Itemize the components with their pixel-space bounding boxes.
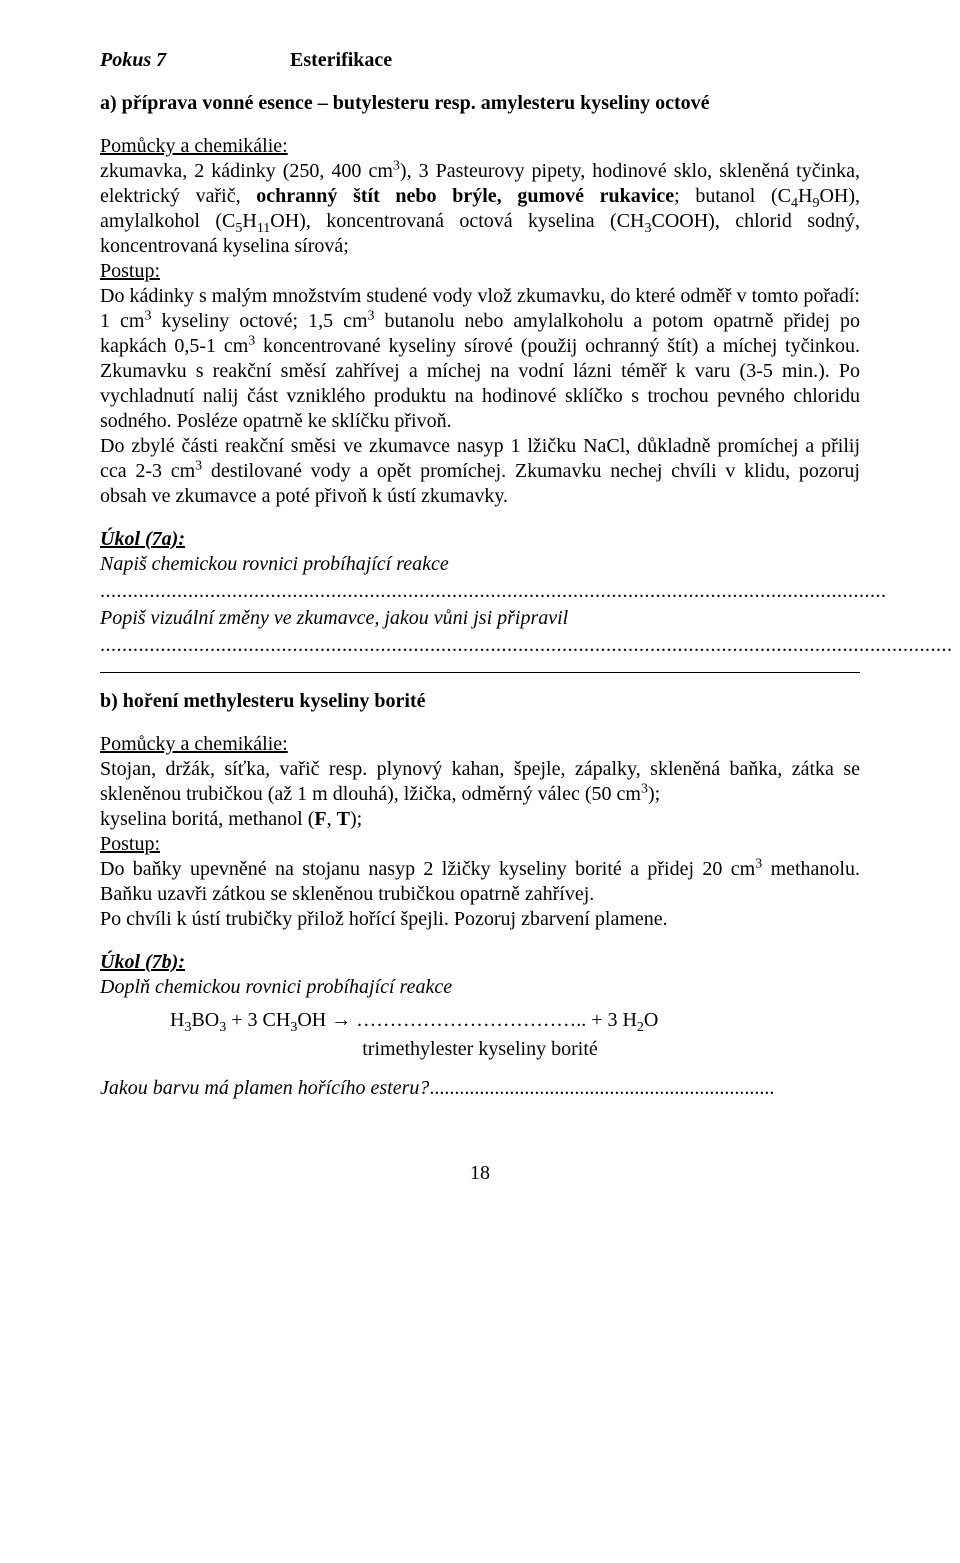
postup-label-a: Postup:: [100, 259, 860, 284]
experiment-title: Esterifikace: [290, 48, 392, 73]
task-7a: Úkol (7a):: [100, 527, 860, 552]
experiment-number: Pokus 7: [100, 48, 290, 73]
page-number: 18: [100, 1161, 860, 1186]
section-a-pomucky: Pomůcky a chemikálie:: [100, 134, 860, 159]
section-b-heading: b) hoření methylesteru kyseliny borité: [100, 689, 860, 714]
equation-row: H3BO3 + 3 CH3OH → …………………………….. + 3 H2O: [100, 1008, 860, 1033]
task-7b-line1: Doplň chemickou rovnici probíhající reak…: [100, 975, 860, 1000]
section-b-postup-text: Do baňky upevněné na stojanu nasyp 2 lži…: [100, 857, 860, 907]
section-a-postup-text: Do kádinky s malým množstvím studené vod…: [100, 284, 860, 434]
pomucky-label-b: Pomůcky a chemikálie:: [100, 733, 288, 755]
section-b-postup-text2: Po chvíli k ústí trubičky přilož hořící …: [100, 907, 860, 932]
postup-label-b: Postup:: [100, 832, 860, 857]
section-a-pomucky-text: zkumavka, 2 kádinky (250, 400 cm3), 3 Pa…: [100, 159, 860, 259]
section-a-heading: a) příprava vonné esence – butylesteru r…: [100, 91, 860, 116]
postup-label: Postup:: [100, 260, 160, 282]
final-question: Jakou barvu má plamen hořícího esteru?: [100, 1077, 429, 1099]
pomucky-label: Pomůcky a chemikálie:: [100, 135, 288, 157]
task-7a-line2: Popiš vizuální změny ve zkumavce, jakou …: [100, 606, 860, 631]
equation-center: trimethylester kyseliny borité: [100, 1037, 860, 1062]
task-7b: Úkol (7b):: [100, 950, 860, 975]
section-b-pomucky-line2: kyselina boritá, methanol (F, T);: [100, 807, 860, 832]
task-7a-dots1: ........................................…: [100, 579, 860, 604]
section-b-pomucky-label: Pomůcky a chemikálie:: [100, 732, 860, 757]
header-row: Pokus 7 Esterifikace: [100, 48, 860, 73]
task-7a-line1: Napiš chemickou rovnici probíhající reak…: [100, 552, 860, 577]
section-b-pomucky-text: Stojan, držák, síťka, vařič resp. plynov…: [100, 757, 860, 807]
final-question-row: Jakou barvu má plamen hořícího esteru?..…: [100, 1076, 860, 1101]
final-dots: ........................................…: [429, 1077, 774, 1099]
section-a-postup2-text: Do zbylé části reakční směsi ve zkumavce…: [100, 434, 860, 509]
task-7a-dots2: ........................................…: [100, 633, 860, 658]
task-7b-label: Úkol (7b):: [100, 951, 185, 973]
divider: [100, 672, 860, 673]
task-7a-label: Úkol (7a):: [100, 528, 185, 550]
postup-label-b-span: Postup:: [100, 833, 160, 855]
page-root: Pokus 7 Esterifikace a) příprava vonné e…: [0, 0, 960, 1226]
